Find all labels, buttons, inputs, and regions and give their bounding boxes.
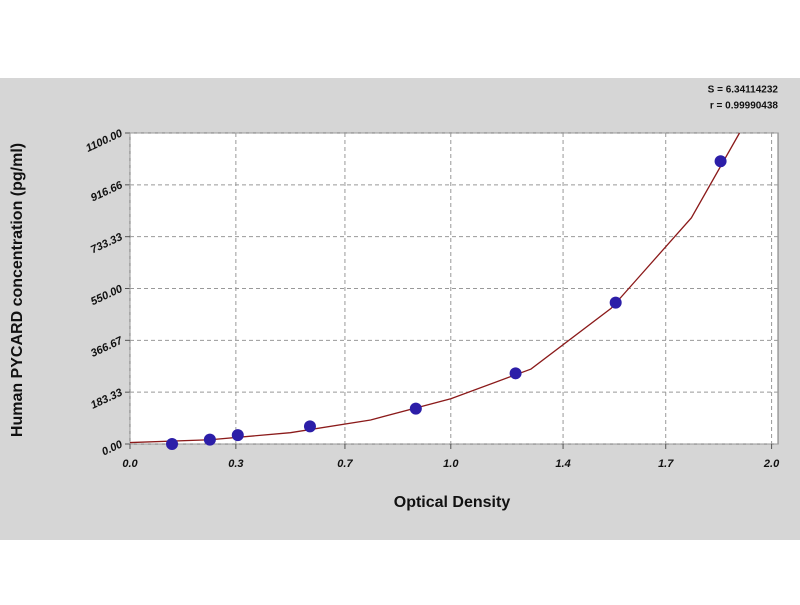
data-point	[231, 429, 244, 442]
x-tick-label: 0.3	[228, 458, 243, 470]
x-tick-label: 2.0	[763, 458, 780, 470]
data-point	[203, 433, 216, 446]
x-tick-label: 0.7	[337, 458, 353, 470]
data-point	[166, 438, 179, 450]
data-point	[409, 402, 422, 415]
y-axis-label: Human PYCARD concentration (pg/ml)	[9, 143, 26, 437]
annotation: r = 0.99990438	[710, 101, 779, 112]
data-point	[609, 296, 622, 309]
data-point	[303, 420, 316, 433]
x-tick-label: 1.7	[658, 458, 674, 470]
data-point	[509, 367, 522, 380]
x-tick-label: 0.0	[122, 458, 138, 470]
x-axis-label: Optical Density	[394, 494, 511, 511]
data-point	[714, 155, 727, 168]
annotation: S = 6.34114232	[708, 85, 779, 96]
x-tick-label: 1.4	[555, 458, 570, 470]
x-tick-label: 1.0	[443, 458, 459, 470]
